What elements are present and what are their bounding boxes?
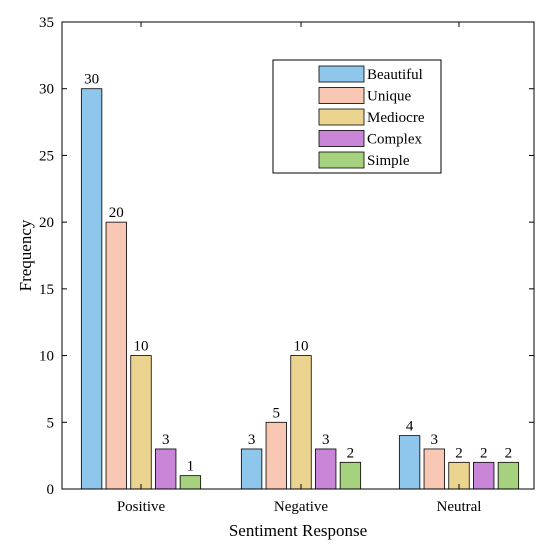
data-label: 3 <box>248 432 256 448</box>
x-tick-label-negative: Negative <box>274 499 328 515</box>
legend-label-complex: Complex <box>367 132 422 148</box>
legend-swatch-simple <box>318 151 365 169</box>
legend-swatch-mediocre <box>318 108 365 126</box>
bar-unique-neutral <box>423 448 445 490</box>
legend-label-unique: Unique <box>367 89 412 105</box>
y-tick-label: 20 <box>39 215 54 231</box>
legend: Beautiful Unique Mediocre Complex Simple <box>272 59 442 174</box>
y-tick-label: 10 <box>39 349 54 365</box>
bar-mediocre-negative <box>290 355 312 490</box>
data-label: 3 <box>431 432 439 448</box>
bar-simple-positive <box>179 475 202 490</box>
y-tick-label: 0 <box>47 482 55 498</box>
x-axis-ticks: Positive Negative Neutral <box>117 22 482 515</box>
bar-complex-positive <box>155 448 177 490</box>
data-label: 30 <box>84 72 99 88</box>
y-axis-label: Frequency <box>16 219 35 291</box>
data-label: 20 <box>109 205 124 221</box>
data-label: 10 <box>294 339 309 355</box>
x-tick-label-neutral: Neutral <box>437 499 482 515</box>
y-tick-label: 35 <box>39 15 54 31</box>
y-tick-label: 25 <box>39 148 54 164</box>
data-label: 4 <box>406 419 414 435</box>
y-tick-label: 30 <box>39 82 54 98</box>
data-label: 3 <box>322 432 330 448</box>
legend-swatch-beautiful <box>318 65 365 83</box>
data-label: 2 <box>455 445 463 461</box>
data-label: 2 <box>505 445 513 461</box>
bar-complex-negative <box>315 448 337 490</box>
legend-swatch-complex <box>318 130 365 147</box>
bar-complex-neutral <box>473 461 495 490</box>
plot-frame <box>61 21 535 490</box>
bar-beautiful-negative <box>240 448 263 490</box>
bar-beautiful-neutral <box>398 435 421 490</box>
bar-unique-negative <box>265 421 287 490</box>
data-label: 1 <box>187 459 195 475</box>
bar-simple-neutral <box>497 461 520 490</box>
legend-label-mediocre: Mediocre <box>367 110 425 126</box>
x-axis-label: Sentiment Response <box>229 521 367 540</box>
data-label: 2 <box>480 445 488 461</box>
bar-mediocre-positive <box>130 355 152 490</box>
bar-simple-negative <box>339 461 362 490</box>
bar-unique-positive <box>105 221 127 490</box>
data-label: 2 <box>347 445 355 461</box>
data-label: 5 <box>273 405 281 421</box>
x-tick-label-positive: Positive <box>117 499 166 515</box>
legend-swatch-unique <box>318 87 365 104</box>
data-label: 10 <box>134 339 149 355</box>
y-tick-label: 5 <box>47 415 55 431</box>
legend-label-beautiful: Beautiful <box>367 67 423 83</box>
bar-beautiful-positive <box>80 88 103 490</box>
legend-label-simple: Simple <box>367 153 410 169</box>
data-label: 3 <box>162 432 170 448</box>
bars-group <box>80 88 520 490</box>
y-tick-label: 15 <box>39 282 54 298</box>
